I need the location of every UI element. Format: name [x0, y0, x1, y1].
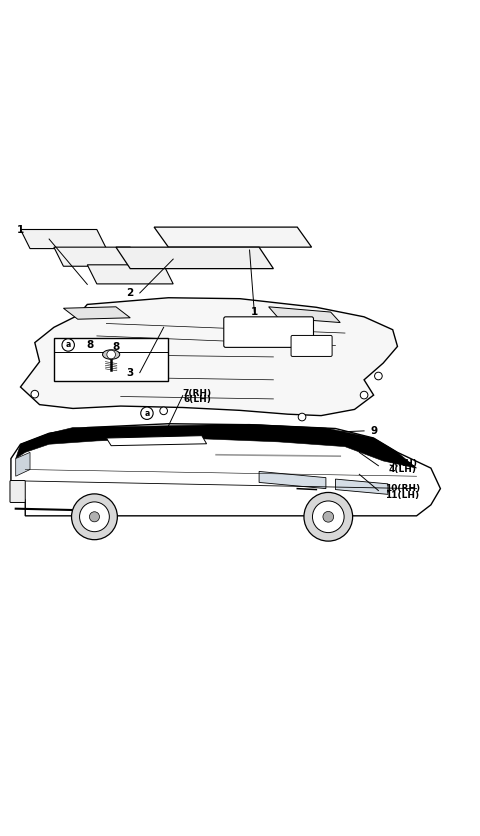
FancyBboxPatch shape [291, 335, 332, 356]
Text: a: a [144, 409, 150, 418]
Circle shape [141, 407, 153, 420]
Circle shape [298, 413, 306, 421]
Polygon shape [211, 435, 345, 457]
Text: 6(LH): 6(LH) [183, 395, 211, 404]
Polygon shape [21, 298, 397, 415]
Polygon shape [259, 472, 326, 488]
Polygon shape [11, 424, 441, 516]
Text: 10(RH): 10(RH) [384, 484, 420, 493]
Text: a: a [66, 340, 71, 349]
Polygon shape [154, 227, 312, 247]
Polygon shape [63, 307, 130, 319]
Circle shape [62, 339, 74, 351]
Text: 5(RH): 5(RH) [388, 459, 417, 468]
Text: 1: 1 [17, 226, 24, 236]
Text: 3: 3 [127, 368, 134, 378]
Ellipse shape [103, 349, 120, 359]
Circle shape [31, 390, 38, 398]
Polygon shape [87, 265, 173, 284]
Text: 4(LH): 4(LH) [388, 465, 416, 474]
Circle shape [374, 372, 382, 380]
FancyBboxPatch shape [54, 338, 168, 380]
Polygon shape [16, 424, 417, 468]
FancyBboxPatch shape [10, 481, 25, 502]
Circle shape [89, 512, 99, 522]
FancyBboxPatch shape [224, 317, 313, 348]
Text: 11(LH): 11(LH) [385, 491, 420, 500]
Polygon shape [16, 452, 30, 477]
Circle shape [107, 350, 116, 359]
Text: 8: 8 [86, 340, 93, 350]
Polygon shape [336, 479, 388, 494]
Circle shape [80, 502, 109, 532]
Text: 8: 8 [112, 343, 120, 352]
Polygon shape [116, 247, 274, 268]
Text: 1: 1 [251, 307, 258, 317]
Circle shape [304, 492, 353, 541]
Polygon shape [140, 436, 183, 444]
Circle shape [160, 407, 168, 415]
Polygon shape [21, 230, 107, 248]
Circle shape [79, 339, 86, 346]
Polygon shape [269, 307, 340, 323]
Text: 7(RH): 7(RH) [182, 389, 212, 398]
Circle shape [323, 512, 334, 522]
Polygon shape [54, 247, 140, 266]
Circle shape [360, 391, 368, 399]
Polygon shape [107, 436, 206, 446]
Polygon shape [326, 442, 364, 461]
Polygon shape [326, 466, 369, 482]
Circle shape [312, 501, 344, 533]
Circle shape [55, 367, 62, 375]
Text: 9: 9 [370, 426, 377, 436]
Text: 2: 2 [127, 288, 134, 298]
Circle shape [72, 494, 117, 540]
